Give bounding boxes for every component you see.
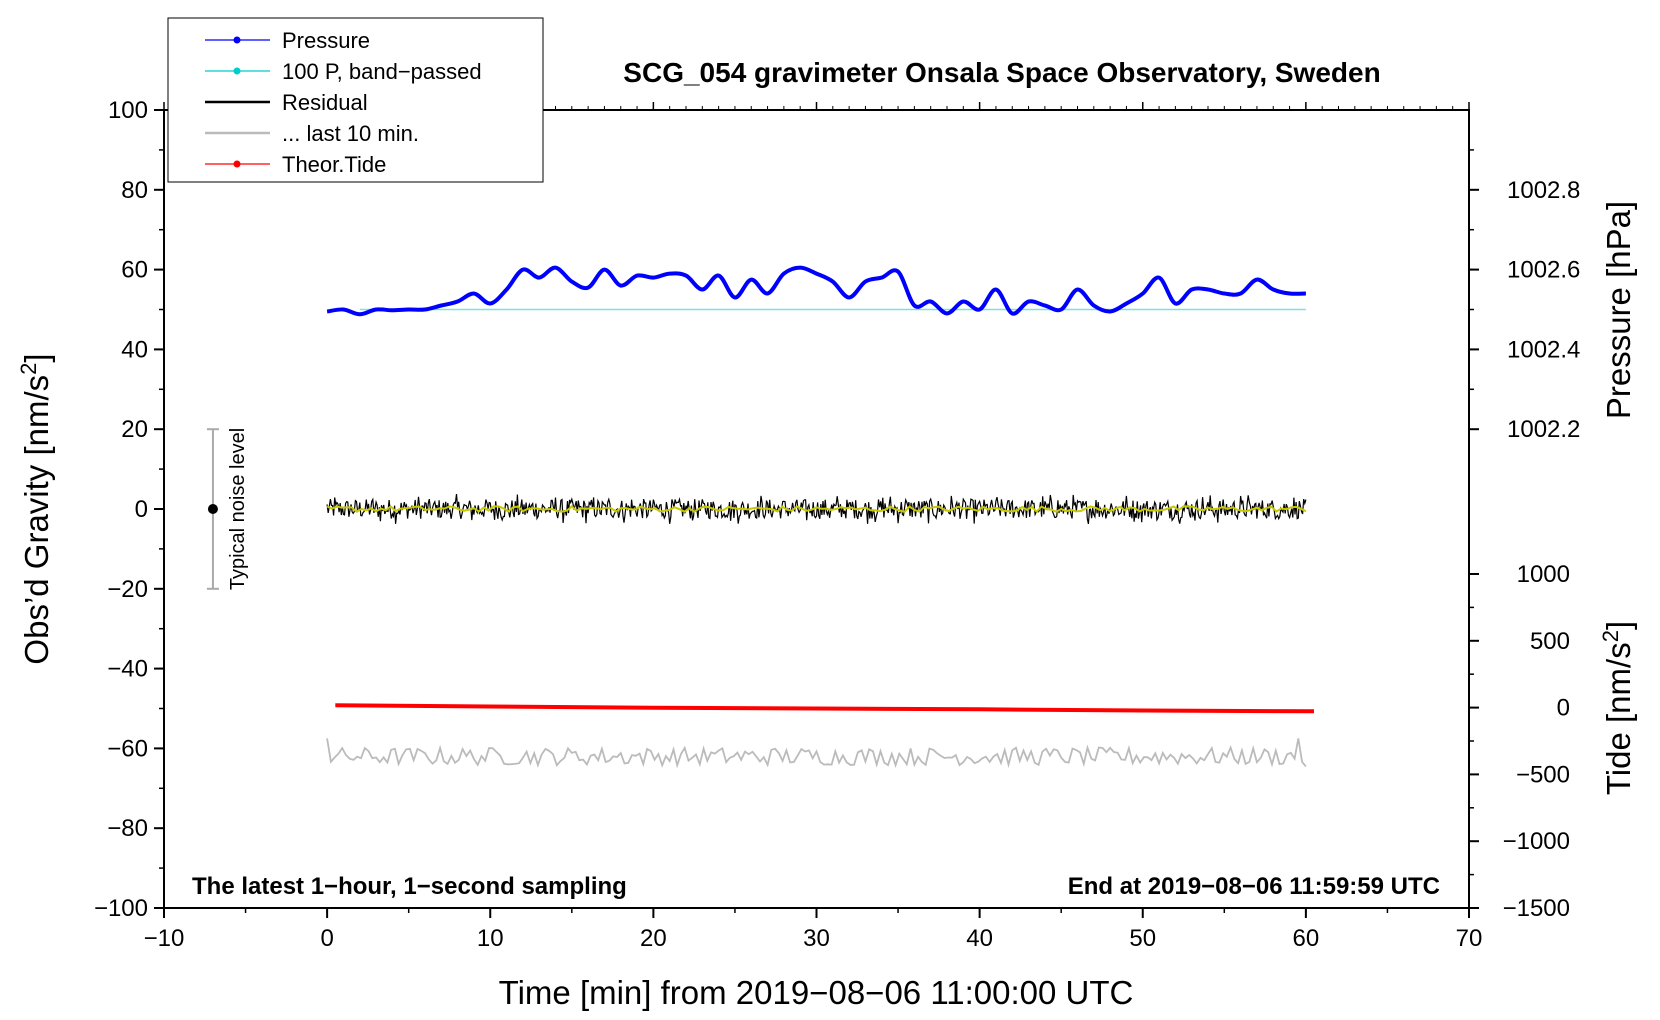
noise-bar-label: Typical noise level — [227, 428, 249, 590]
tide-tick-label: 500 — [1530, 628, 1570, 655]
tide-tick-label: −500 — [1516, 761, 1570, 788]
x-tick-label: 60 — [1293, 925, 1320, 952]
pressure-tick-label: 1002.4 — [1507, 336, 1580, 363]
legend-marker — [233, 36, 241, 44]
y-tick-label: 0 — [135, 496, 148, 523]
x-tick-label: 70 — [1456, 925, 1483, 952]
legend-label: Residual — [282, 90, 368, 115]
series-residual-line — [326, 494, 1307, 525]
y-tick-label: −60 — [107, 735, 148, 762]
legend-label: ... last 10 min. — [282, 121, 419, 146]
legend-marker — [233, 160, 241, 168]
x-axis: −10 0 10 20 30 40 50 60 70 — [144, 102, 1483, 952]
tide-axis-title: Tide [nm/s2] — [1598, 621, 1638, 795]
annotation-end-time: End at 2019−08−06 11:59:59 UTC — [1068, 873, 1440, 900]
pressure-axis: 1002.8 1002.6 1002.4 1002.2 — [1469, 149, 1580, 443]
legend-label: Theor.Tide — [282, 152, 386, 177]
series-last-10-min-line — [326, 738, 1307, 769]
x-tick-label: 10 — [477, 925, 504, 952]
legend-marker — [233, 67, 241, 75]
x-tick-label: −10 — [144, 925, 185, 952]
x-axis-title: Time [min] from 2019−08−06 11:00:00 UTC — [499, 974, 1134, 1011]
noise-bar-group: Typical noise level — [206, 428, 249, 590]
y-tick-label: 40 — [121, 336, 148, 363]
x-tick-label: 40 — [966, 925, 993, 952]
tide-tick-label: 1000 — [1517, 561, 1570, 588]
chart-title: SCG_054 gravimeter Onsala Space Observat… — [623, 57, 1380, 88]
series-residual-smoothed-line — [326, 505, 1307, 513]
series-layer — [326, 265, 1315, 769]
y-tick-label: 60 — [121, 257, 148, 284]
x-tick-label: 30 — [803, 925, 830, 952]
series-pressure-line — [326, 265, 1306, 317]
y-tick-label: 20 — [121, 416, 148, 443]
y-tick-label: −80 — [107, 815, 148, 842]
tide-tick-label: 0 — [1557, 695, 1570, 722]
tide-axis: 1000 500 0 −500 −1000 −1500 — [1469, 561, 1570, 922]
legend-label: Pressure — [282, 28, 370, 53]
pressure-tick-label: 1002.6 — [1507, 257, 1580, 284]
tide-tick-label: −1500 — [1503, 895, 1570, 922]
annotation-sampling: The latest 1−hour, 1−second sampling — [192, 873, 627, 900]
noise-bar-center-dot — [207, 504, 218, 514]
y-axis-left: 100 80 60 40 20 0 −20 −40 −60 −80 −100 — [94, 97, 164, 922]
pressure-tick-label: 1002.8 — [1507, 177, 1580, 204]
y-tick-label: −20 — [107, 576, 148, 603]
y-tick-label: 100 — [108, 97, 148, 124]
series-theor-tide-line — [335, 703, 1315, 714]
y-tick-label: 80 — [121, 177, 148, 204]
y-axis-title-left: Obs’d Gravity [nm/s2] — [16, 353, 56, 664]
y-tick-label: −100 — [94, 895, 148, 922]
x-tick-label: 0 — [320, 925, 333, 952]
x-tick-label: 50 — [1129, 925, 1156, 952]
legend: Pressure 100 P, band−passed Residual ... la… — [167, 17, 544, 183]
x-tick-label: 20 — [640, 925, 667, 952]
tide-tick-label: −1000 — [1503, 828, 1570, 855]
y-tick-label: −40 — [107, 656, 148, 683]
pressure-tick-label: 1002.2 — [1507, 416, 1580, 443]
pressure-axis-title: Pressure [hPa] — [1600, 201, 1637, 419]
legend-box — [167, 17, 544, 183]
legend-label: 100 P, band−passed — [282, 59, 482, 84]
